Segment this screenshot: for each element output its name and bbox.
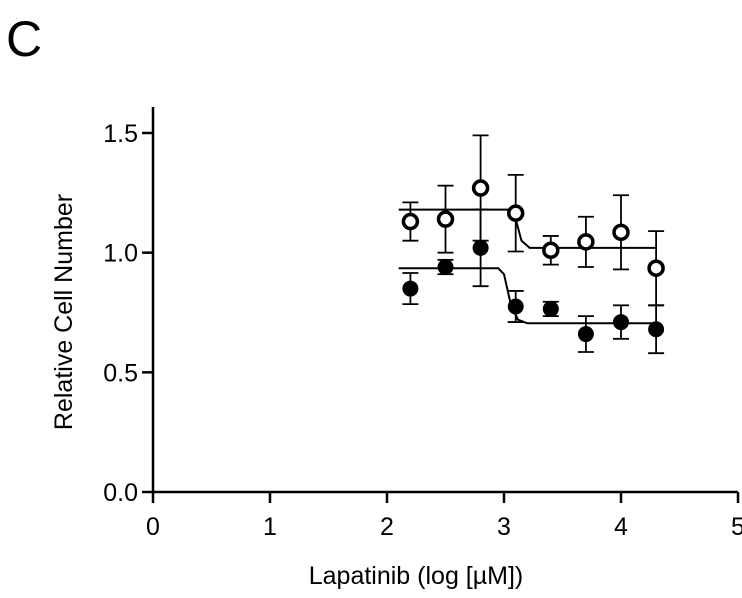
panel-label: C	[6, 11, 42, 67]
y-tick-label: 0.5	[103, 359, 138, 387]
data-point-filled	[402, 280, 419, 297]
y-axis-title: Relative Cell Number	[50, 194, 78, 430]
data-point-open	[506, 204, 525, 222]
axes: 0 1 2 3 4 5 0.0 0.5 1.0 1.5	[103, 107, 742, 541]
data-markers	[401, 179, 665, 343]
data-point-open	[401, 212, 420, 231]
data-point-open	[612, 223, 630, 242]
data-point-filled	[542, 300, 559, 317]
data-point-filled	[437, 259, 454, 276]
y-tick-label: 0.0	[103, 479, 138, 507]
data-point-open	[542, 241, 560, 260]
data-point-open	[647, 259, 665, 277]
x-tick-label: 2	[380, 513, 394, 541]
data-point-filled	[577, 326, 594, 343]
x-axis-title: Lapatinib (log [µM])	[309, 562, 524, 590]
data-point-open	[471, 179, 490, 197]
x-tick-label: 1	[263, 513, 277, 541]
data-point-filled	[507, 298, 524, 315]
data-point-filled	[472, 239, 489, 256]
data-point-filled	[648, 321, 665, 338]
x-tick-label: 0	[146, 513, 160, 541]
x-tick-label: 5	[731, 513, 742, 541]
data-point-filled	[613, 314, 629, 331]
data-point-open	[436, 210, 455, 228]
data-point-open	[577, 233, 595, 251]
x-tick-label: 3	[497, 513, 511, 541]
x-tick-label: 4	[614, 513, 628, 541]
y-tick-label: 1.0	[103, 240, 138, 268]
y-tick-label: 1.5	[103, 120, 138, 148]
